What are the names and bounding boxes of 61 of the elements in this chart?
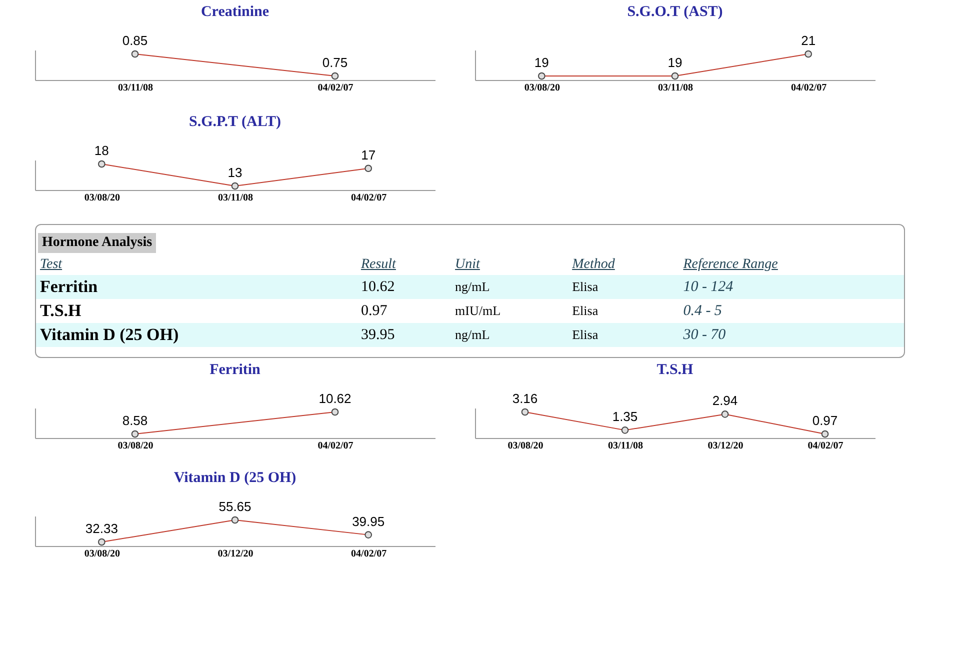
text: Unit bbox=[454, 256, 482, 274]
chart-title: Vitamin D (25 OH) bbox=[174, 470, 296, 486]
chart-title: S.G.O.T (AST) bbox=[627, 4, 723, 20]
text: Elisa bbox=[568, 323, 680, 347]
data-label: 0.75 bbox=[322, 55, 348, 70]
chart-title: S.G.P.T (ALT) bbox=[189, 114, 281, 130]
text: Result bbox=[360, 256, 398, 274]
text: Elisa bbox=[568, 275, 680, 299]
x-tick-label: 03/12/20 bbox=[218, 548, 254, 560]
x-tick-label: 03/08/20 bbox=[84, 192, 120, 204]
x-tick-label: 03/08/20 bbox=[508, 440, 544, 452]
data-label: 3.16 bbox=[512, 391, 538, 406]
data-label: 55.65 bbox=[218, 499, 252, 514]
text: 39.95 bbox=[356, 323, 452, 347]
data-label: 19 bbox=[534, 55, 549, 70]
text: Test bbox=[39, 256, 64, 274]
x-tick-label: 04/02/07 bbox=[808, 440, 844, 452]
text: T.S.H bbox=[39, 300, 82, 322]
x-tick-label: 03/08/20 bbox=[118, 440, 154, 452]
data-label: 8.58 bbox=[122, 413, 148, 428]
text: Vitamin D (25 OH) bbox=[36, 323, 357, 347]
text: 0.97 bbox=[360, 302, 388, 320]
x-tick-label: 04/02/07 bbox=[351, 192, 387, 204]
data-label: 39.95 bbox=[352, 514, 385, 529]
data-label: 19 bbox=[668, 55, 682, 70]
chart-title: Creatinine bbox=[200, 4, 270, 20]
text: 10.62 bbox=[356, 275, 452, 299]
data-label: 32.33 bbox=[85, 521, 118, 536]
data-label: 0.85 bbox=[122, 33, 148, 48]
data-label: 21 bbox=[801, 33, 816, 48]
x-tick-label: 04/02/07 bbox=[791, 82, 827, 94]
x-tick-label: 03/08/20 bbox=[524, 82, 560, 94]
x-tick-label: 03/11/08 bbox=[608, 440, 644, 452]
text: 10 - 124 bbox=[679, 275, 904, 299]
data-label: 13 bbox=[228, 165, 242, 180]
x-tick-label: 03/11/08 bbox=[118, 82, 154, 94]
x-tick-label: 03/08/20 bbox=[84, 548, 120, 560]
x-tick-label: 04/02/07 bbox=[351, 548, 387, 560]
x-tick-label: 03/11/08 bbox=[218, 192, 254, 204]
text: ng/mL bbox=[451, 323, 568, 347]
data-label: 10.62 bbox=[318, 391, 352, 406]
x-tick-label: 03/12/20 bbox=[708, 440, 744, 452]
text: ng/mL bbox=[451, 275, 568, 299]
text: mIU/mL bbox=[454, 302, 502, 320]
data-label: 17 bbox=[361, 147, 376, 162]
text: 0.4 - 5 bbox=[682, 302, 723, 320]
text: 30 - 70 bbox=[679, 323, 904, 347]
text: Method bbox=[571, 256, 616, 274]
data-label: 2.94 bbox=[712, 393, 738, 408]
data-label: 1.35 bbox=[612, 409, 638, 424]
text: Hormone Analysis bbox=[38, 233, 156, 253]
data-label: 18 bbox=[94, 143, 109, 158]
text: Ferritin bbox=[36, 275, 357, 299]
text: Reference Range bbox=[682, 256, 779, 274]
data-label: 0.97 bbox=[812, 413, 838, 428]
text: Elisa bbox=[571, 302, 600, 320]
x-tick-label: 04/02/07 bbox=[318, 82, 354, 94]
x-tick-label: 03/11/08 bbox=[658, 82, 694, 94]
chart-title: T.S.H bbox=[656, 362, 694, 378]
x-tick-label: 04/02/07 bbox=[318, 440, 354, 452]
chart-title: Ferritin bbox=[210, 362, 262, 378]
